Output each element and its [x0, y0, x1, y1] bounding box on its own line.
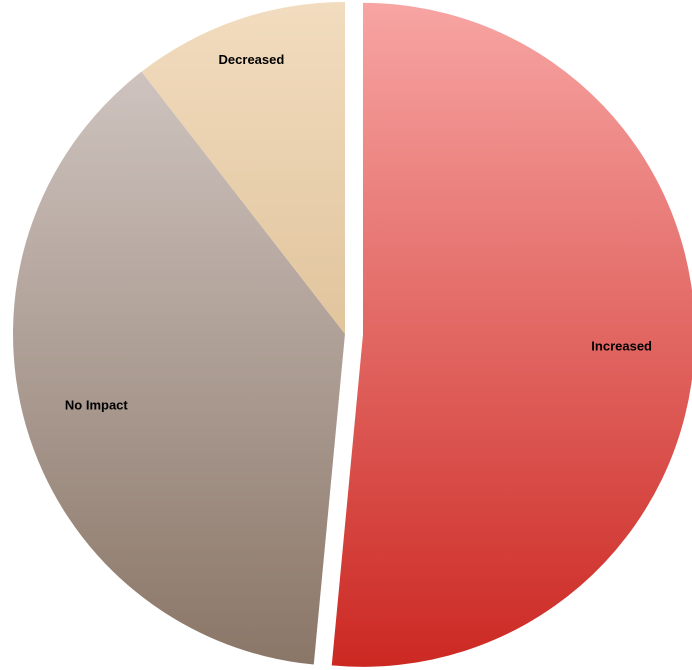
- pie-slice-increased: [331, 2, 692, 667]
- slices-layer: [13, 2, 692, 667]
- pie-slice-no-impact: [13, 71, 346, 665]
- pie-slice-decreased: [141, 2, 345, 334]
- labels-layer: Increased No Impact Decreased: [65, 52, 652, 413]
- pie-label-decreased: Decreased: [219, 52, 285, 67]
- pie-label-no-impact: No Impact: [65, 398, 129, 413]
- pie-label-increased: Increased: [591, 338, 652, 353]
